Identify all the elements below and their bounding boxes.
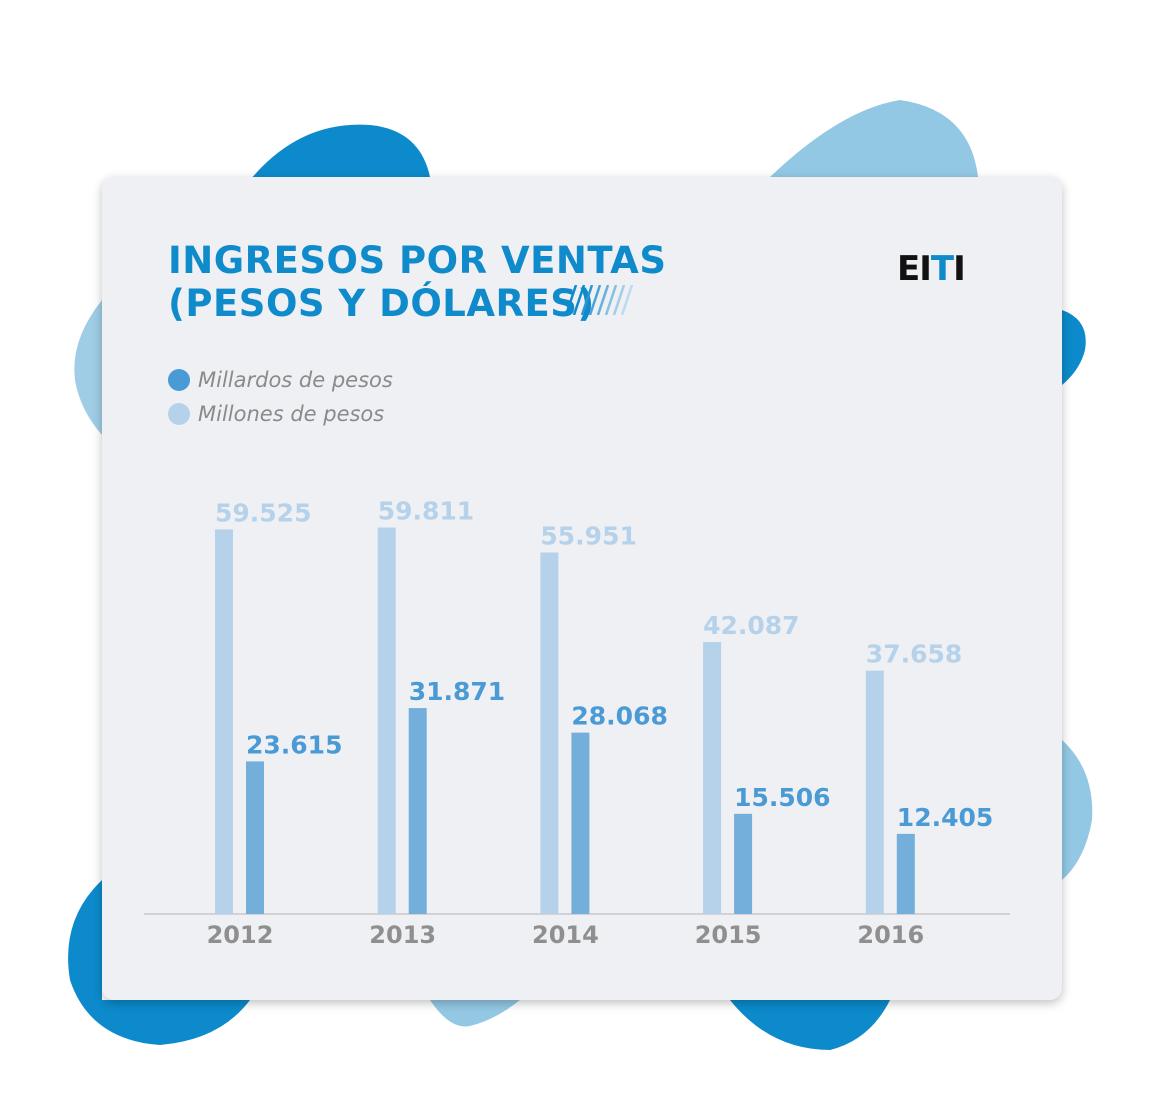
blob-right-lower: [1062, 740, 1093, 880]
x-tick-label: 2016: [857, 921, 924, 949]
data-label: 15.506: [734, 783, 830, 812]
x-tick-label: 2015: [695, 921, 762, 949]
x-tick-label: 2013: [369, 921, 436, 949]
bar-2013-millones: [377, 527, 396, 914]
bar-2014-millones: [540, 552, 559, 914]
blob-bottom-right: [730, 1000, 890, 1050]
blob-left: [74, 300, 102, 435]
blob-bottom-left: [68, 880, 250, 1045]
blob-bottom-mid: [430, 1000, 520, 1027]
bar-2013-millardos: [408, 708, 427, 914]
chart-title: INGRESOS POR VENTAS (PESOS Y DÓLARES): [168, 239, 666, 325]
legend-label: Millardos de pesos: [198, 368, 393, 392]
bar-2012-millones: [215, 529, 233, 914]
data-label: 37.658: [866, 640, 962, 669]
data-label: 59.525: [215, 498, 311, 527]
legend-dot-dark: [168, 369, 190, 391]
blob-top-right: [770, 100, 978, 177]
x-tick-label: 2012: [207, 921, 274, 949]
legend-item-millones: Millones de pesos: [168, 397, 393, 431]
data-label: 23.615: [246, 730, 342, 759]
blob-top-left: [250, 124, 430, 180]
data-label: 28.068: [571, 702, 667, 731]
data-label: 59.811: [378, 497, 474, 526]
data-label: 12.405: [897, 803, 993, 832]
blob-right: [1062, 310, 1086, 385]
title-line-2: (PESOS Y DÓLARES): [168, 282, 595, 325]
bar-2015-millones: [703, 642, 722, 914]
bar-2015-millardos: [734, 813, 753, 914]
data-label: 55.951: [540, 521, 636, 550]
eiti-logo: EITI: [897, 249, 966, 289]
data-label: 42.087: [703, 611, 799, 640]
x-tick-label: 2014: [532, 921, 599, 949]
hatch-decoration-icon: [566, 285, 634, 315]
title-line-1: INGRESOS POR VENTAS: [168, 239, 667, 282]
legend-dot-light: [168, 403, 190, 425]
legend-item-millardos: Millardos de pesos: [168, 363, 393, 397]
data-label: 31.871: [409, 677, 505, 706]
bar-2014-millardos: [571, 732, 590, 914]
bar-2016-millardos: [896, 833, 915, 914]
bar-2012-millardos: [246, 761, 264, 914]
bar-2016-millones: [865, 670, 884, 914]
legend: Millardos de pesos Millones de pesos: [168, 363, 393, 431]
legend-label: Millones de pesos: [198, 402, 385, 426]
